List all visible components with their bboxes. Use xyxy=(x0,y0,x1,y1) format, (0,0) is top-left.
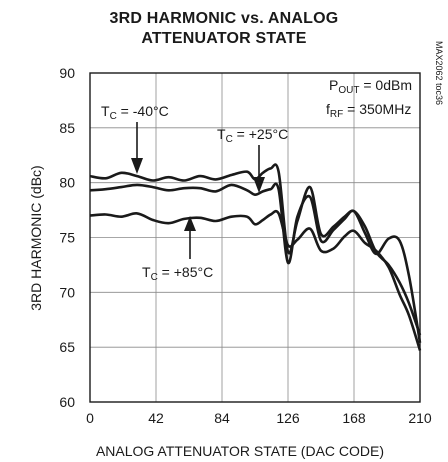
arrow-tc-minus40-head xyxy=(131,158,143,174)
y-tick-label: 75 xyxy=(59,230,75,246)
arrow-tc-plus25 xyxy=(253,145,265,193)
x-tick-label: 126 xyxy=(276,410,300,426)
y-tick-label: 80 xyxy=(59,175,75,191)
x-tick-label: 210 xyxy=(408,410,432,426)
x-tick-label: 0 xyxy=(86,410,94,426)
x-tick-label: 168 xyxy=(342,410,366,426)
series-line-tc-plus85 xyxy=(89,209,422,351)
series-label-tc-plus85: TC = +85°C xyxy=(142,264,213,283)
series-line-tc-plus25 xyxy=(89,182,422,344)
condition-pout: POUT = 0dBm xyxy=(329,77,412,96)
label-tc-minus40: TC = -40°C xyxy=(101,103,169,122)
y-tick-label: 60 xyxy=(59,394,75,410)
x-tick-label: 84 xyxy=(214,410,230,426)
condition-pout-text: POUT = 0dBm xyxy=(329,77,412,96)
y-tick-label: 70 xyxy=(59,284,75,300)
label-tc-plus85: TC = +85°C xyxy=(142,264,213,283)
condition-frf-text: fRF = 350MHz xyxy=(326,101,411,120)
arrow-tc-plus85 xyxy=(184,216,196,259)
series-label-tc-minus40: TC = -40°C xyxy=(101,103,169,122)
y-tick-label: 90 xyxy=(59,65,75,81)
label-tc-plus25: TC = +25°C xyxy=(217,126,288,145)
chart-series xyxy=(89,163,422,351)
figure-code: MAX2062 toc36 xyxy=(434,41,444,105)
chart-title-line-1: 3RD HARMONIC vs. ANALOG xyxy=(109,10,339,27)
chart-grid xyxy=(90,73,420,402)
axis-ticks: 0 42 84 126 168 210 60 65 70 75 80 85 90 xyxy=(59,65,431,426)
series-line-tc-minus40 xyxy=(89,163,422,336)
x-tick-label: 42 xyxy=(148,410,164,426)
plot-frame xyxy=(89,72,421,403)
chart-title-line-2: ATTENUATOR STATE xyxy=(141,30,307,47)
arrow-tc-plus85-head xyxy=(184,216,196,231)
x-axis-label: ANALOG ATTENUATOR STATE (DAC CODE) xyxy=(96,443,384,459)
y-tick-label: 65 xyxy=(59,339,75,355)
y-axis-label: 3RD HARMONIC (dBc) xyxy=(28,165,44,310)
y-tick-label: 85 xyxy=(59,120,75,136)
arrow-tc-plus25-head xyxy=(253,177,265,193)
condition-frf: fRF = 350MHz xyxy=(326,101,411,120)
series-label-tc-plus25: TC = +25°C xyxy=(217,126,288,145)
arrow-tc-minus40 xyxy=(131,122,143,174)
